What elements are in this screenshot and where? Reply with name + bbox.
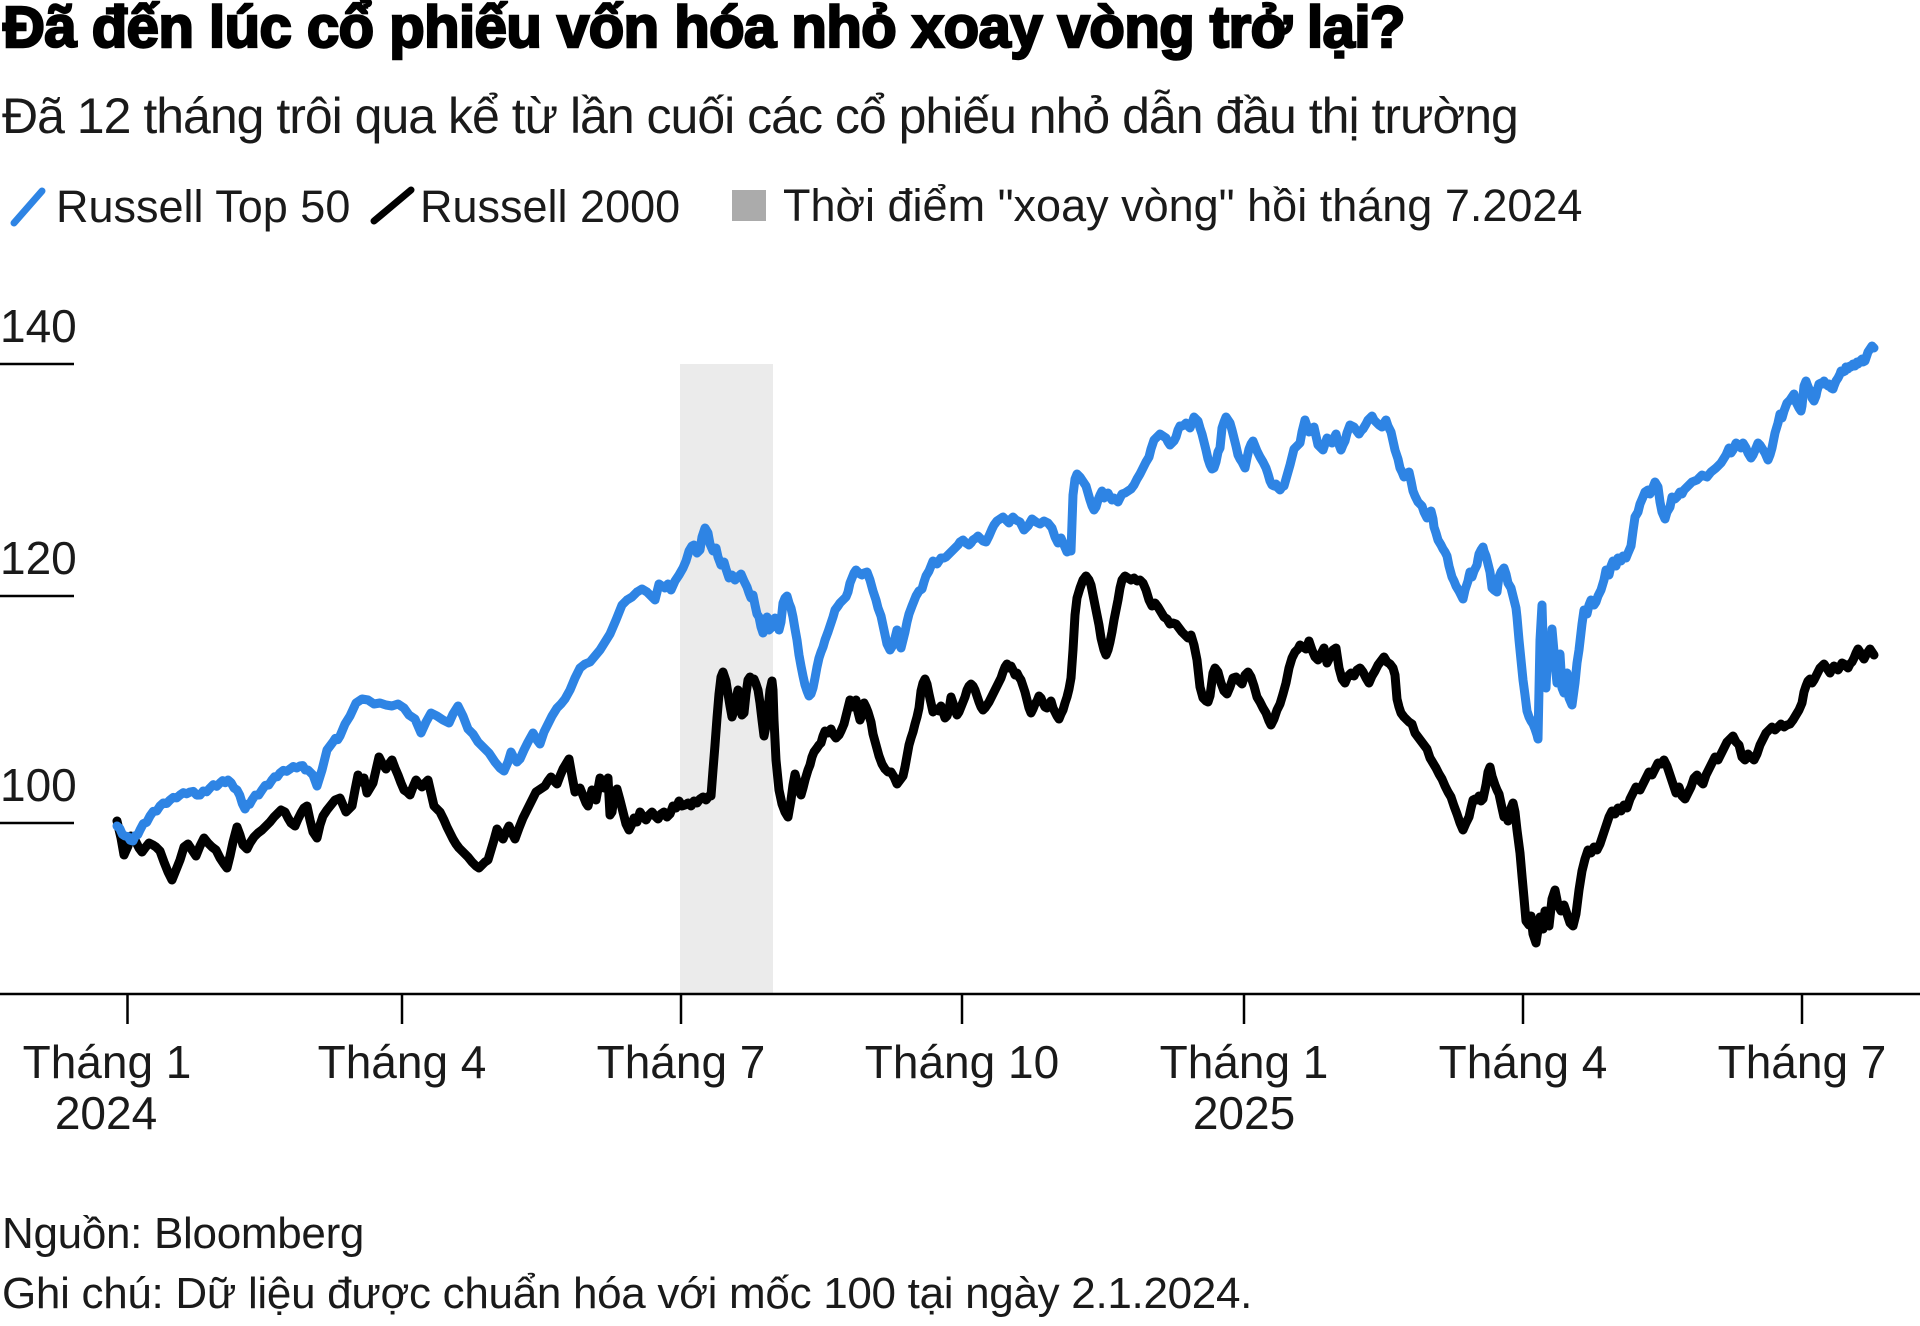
- svg-text:Đã 12 tháng trôi qua kể từ lần: Đã 12 tháng trôi qua kể từ lần cuối các …: [2, 88, 1518, 144]
- svg-text:Russell 2000: Russell 2000: [420, 181, 680, 232]
- svg-text:Tháng 1: Tháng 1: [1160, 1036, 1329, 1088]
- svg-text:120: 120: [0, 532, 77, 584]
- svg-text:Tháng 4: Tháng 4: [1439, 1036, 1608, 1088]
- svg-text:2025: 2025: [1193, 1087, 1295, 1139]
- svg-text:Tháng 4: Tháng 4: [318, 1036, 487, 1088]
- svg-text:Russell Top 50: Russell Top 50: [56, 181, 350, 232]
- svg-text:100: 100: [0, 759, 77, 811]
- svg-text:Ghi chú: Dữ liệu được chuẩn hó: Ghi chú: Dữ liệu được chuẩn hóa với mốc …: [2, 1269, 1252, 1318]
- svg-text:Tháng 7: Tháng 7: [597, 1036, 766, 1088]
- svg-text:Tháng 1: Tháng 1: [23, 1036, 192, 1088]
- svg-text:Nguồn: Bloomberg: Nguồn: Bloomberg: [2, 1209, 364, 1258]
- svg-text:Tháng 10: Tháng 10: [865, 1036, 1059, 1088]
- svg-text:140: 140: [0, 300, 77, 352]
- svg-text:Thời điểm "xoay vòng" hồi thán: Thời điểm "xoay vòng" hồi tháng 7.2024: [783, 180, 1582, 231]
- svg-text:Đã đến lúc cổ phiếu vốn hóa nh: Đã đến lúc cổ phiếu vốn hóa nhỏ xoay vòn…: [3, 0, 1405, 60]
- svg-text:Tháng 7: Tháng 7: [1718, 1036, 1887, 1088]
- svg-text:2024: 2024: [55, 1087, 157, 1139]
